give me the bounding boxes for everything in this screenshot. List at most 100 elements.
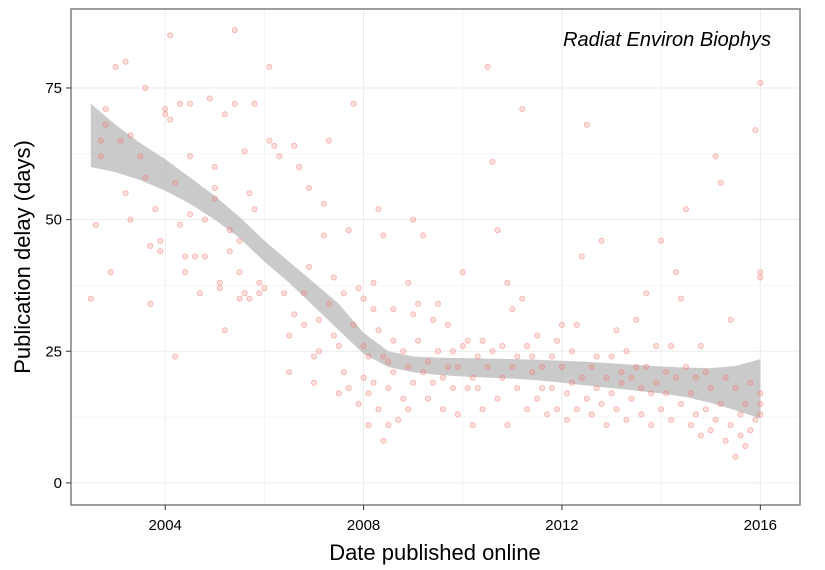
x-tick-label: 2008 xyxy=(347,517,380,534)
data-point xyxy=(355,285,362,292)
data-point xyxy=(434,348,441,355)
data-point xyxy=(360,342,367,349)
data-point xyxy=(375,406,382,413)
data-point xyxy=(256,279,263,286)
data-point xyxy=(385,358,392,365)
data-point xyxy=(400,348,407,355)
data-point xyxy=(588,363,595,370)
data-point xyxy=(186,100,193,107)
x-tick-label: 2012 xyxy=(545,517,578,534)
data-point xyxy=(429,316,436,323)
data-point xyxy=(514,385,521,392)
data-point xyxy=(405,279,412,286)
data-point xyxy=(211,184,218,191)
data-point xyxy=(757,269,764,276)
data-point xyxy=(653,342,660,349)
data-point xyxy=(757,400,764,407)
data-point xyxy=(305,184,312,191)
data-point xyxy=(628,395,635,402)
data-point xyxy=(434,300,441,307)
data-point xyxy=(732,385,739,392)
data-point xyxy=(499,374,506,381)
data-point xyxy=(325,300,332,307)
data-point xyxy=(320,200,327,207)
data-point xyxy=(722,374,729,381)
data-point xyxy=(653,379,660,386)
data-point xyxy=(687,421,694,428)
data-point xyxy=(648,421,655,428)
data-point xyxy=(539,385,546,392)
data-point xyxy=(603,374,610,381)
data-point xyxy=(479,406,486,413)
data-point xyxy=(335,342,342,349)
data-point xyxy=(385,421,392,428)
data-point xyxy=(97,137,104,144)
data-point xyxy=(454,363,461,370)
data-point xyxy=(301,321,308,328)
data-point xyxy=(112,63,119,70)
y-tick-label: 25 xyxy=(45,343,62,360)
data-point xyxy=(286,369,293,376)
data-point xyxy=(107,269,114,276)
y-tick-label: 75 xyxy=(45,80,62,97)
data-point xyxy=(276,153,283,160)
data-point xyxy=(663,369,670,376)
x-tick-label: 2004 xyxy=(149,517,182,534)
data-point xyxy=(405,406,412,413)
data-point xyxy=(737,432,744,439)
data-point xyxy=(206,95,213,102)
data-point xyxy=(410,216,417,223)
data-point xyxy=(410,379,417,386)
data-point xyxy=(692,411,699,418)
data-point xyxy=(425,358,432,365)
data-point xyxy=(211,163,218,170)
points-layer xyxy=(87,27,764,460)
data-point xyxy=(360,374,367,381)
data-point xyxy=(425,395,432,402)
data-point xyxy=(221,327,228,334)
data-point xyxy=(489,158,496,165)
data-point xyxy=(663,390,670,397)
data-point xyxy=(370,279,377,286)
data-point xyxy=(449,348,456,355)
data-point xyxy=(568,348,575,355)
data-point xyxy=(578,374,585,381)
data-point xyxy=(142,174,149,181)
data-point xyxy=(702,369,709,376)
data-point xyxy=(499,342,506,349)
data-point xyxy=(747,427,754,434)
data-point xyxy=(340,369,347,376)
data-point xyxy=(325,137,332,144)
data-point xyxy=(147,300,154,307)
data-point xyxy=(549,353,556,360)
y-tick-label: 0 xyxy=(54,475,62,492)
data-point xyxy=(439,374,446,381)
data-point xyxy=(459,342,466,349)
data-point xyxy=(524,406,531,413)
data-point xyxy=(454,411,461,418)
data-point xyxy=(355,400,362,407)
data-point xyxy=(92,221,99,228)
data-point xyxy=(271,142,278,149)
data-point xyxy=(345,385,352,392)
data-point xyxy=(236,237,243,244)
data-point xyxy=(618,369,625,376)
data-point xyxy=(251,206,258,213)
data-point xyxy=(375,327,382,334)
data-point xyxy=(201,253,208,260)
data-point xyxy=(474,353,481,360)
data-point xyxy=(598,400,605,407)
data-point xyxy=(395,416,402,423)
data-point xyxy=(702,406,709,413)
data-point xyxy=(534,395,541,402)
data-point xyxy=(554,337,561,344)
data-point xyxy=(177,100,184,107)
data-point xyxy=(261,285,268,292)
data-point xyxy=(444,321,451,328)
data-point xyxy=(722,437,729,444)
data-point xyxy=(231,27,238,34)
data-point xyxy=(315,348,322,355)
data-point xyxy=(588,411,595,418)
data-point xyxy=(196,290,203,297)
data-point xyxy=(375,206,382,213)
